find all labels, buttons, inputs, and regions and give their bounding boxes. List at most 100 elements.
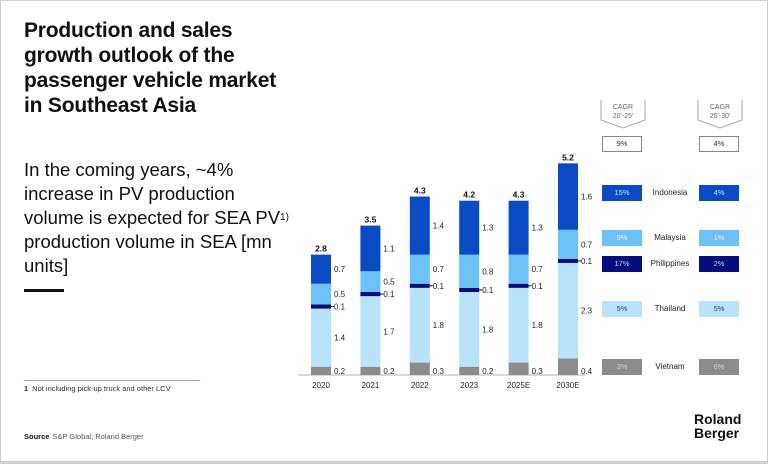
total-label: 2.8	[315, 244, 327, 254]
data-label: 0.4	[581, 367, 593, 376]
cagr-indonesia-20-25: 15%	[602, 185, 642, 201]
subtitle-text-2: production volume in SEA [mn units]	[24, 231, 272, 276]
total-label: 4.2	[463, 190, 475, 200]
x-tick-label: 2025E	[507, 381, 530, 390]
country-label: Vietnam	[655, 362, 685, 371]
bar-segment-philippines	[508, 283, 529, 288]
bar-segment-malaysia	[459, 254, 480, 288]
cagr-total: 4%	[699, 136, 739, 152]
data-label: 1.4	[334, 334, 346, 343]
bar-segment-thailand	[409, 287, 430, 363]
data-label: 1.6	[581, 193, 593, 202]
bar-segment-thailand	[558, 262, 578, 359]
data-label: 1.3	[482, 224, 494, 233]
cagr-thailand-20-25: 5%	[602, 301, 642, 317]
bar-segment-philippines	[409, 283, 430, 288]
data-label: 0.5	[334, 290, 346, 299]
bar-segment-vietnam	[459, 366, 480, 375]
data-label: 1.8	[532, 321, 544, 330]
bar-segment-thailand	[508, 287, 529, 363]
bar-segment-indonesia	[409, 196, 430, 255]
data-label: 1.3	[532, 224, 544, 233]
page-title: Production and sales growth outlook of t…	[24, 19, 277, 117]
data-label: 1.7	[383, 327, 395, 336]
data-label: 0.7	[532, 265, 544, 274]
bar-segment-malaysia	[409, 254, 430, 284]
bar-segment-indonesia	[558, 163, 578, 230]
data-label: 0.8	[482, 267, 494, 276]
bar-segment-malaysia	[311, 283, 331, 305]
x-tick-label: 2022	[411, 381, 429, 390]
data-label: 0.3	[433, 367, 445, 376]
footnote-divider	[24, 380, 200, 381]
cagr-header: CAGR 20'-25'	[600, 100, 646, 129]
data-label: 0.1	[433, 282, 445, 291]
data-label: 0.7	[581, 240, 593, 249]
total-label: 5.2	[562, 152, 574, 162]
bar-segment-indonesia	[508, 200, 529, 255]
data-label: 0.2	[482, 367, 494, 376]
data-label: 0.1	[334, 303, 346, 312]
cagr-total: 9%	[602, 136, 642, 152]
subtitle-text: In the coming years, ~4% increase in PV …	[24, 159, 281, 228]
bar-segment-malaysia	[360, 271, 381, 292]
data-label: 0.1	[532, 282, 544, 291]
footnote: 1 Not including pick-up truck and other L…	[24, 384, 171, 393]
bar-segment-vietnam	[409, 362, 430, 375]
cagr-vietnam-25-30: 6%	[699, 359, 739, 375]
data-label: 0.7	[433, 265, 445, 274]
data-label: 0.2	[334, 367, 346, 376]
data-label: 0.1	[383, 290, 395, 299]
bar-segment-malaysia	[508, 254, 529, 284]
roland-berger-logo: Roland Berger	[694, 411, 742, 441]
footnote-number: 1	[24, 384, 29, 393]
bar-segment-philippines	[459, 287, 480, 292]
data-label: 1.8	[482, 325, 494, 334]
data-label: 1.1	[383, 244, 395, 253]
bar-segment-vietnam	[360, 366, 381, 375]
cagr-philippines-25-30: 2%	[699, 256, 739, 272]
cagr-philippines-20-25: 17%	[602, 256, 642, 272]
source-label: Source	[24, 432, 50, 441]
total-label: 3.5	[364, 215, 376, 225]
data-label: 2.3	[581, 307, 593, 316]
cagr-header: CAGR 25'-30'	[697, 100, 743, 129]
cagr-malaysia-20-25: 9%	[602, 230, 642, 246]
country-label: Indonesia	[652, 188, 688, 197]
country-label: Thailand	[654, 304, 686, 313]
data-label: 0.5	[383, 278, 395, 287]
x-tick-label: 2023	[460, 381, 478, 390]
data-label: 1.8	[433, 321, 445, 330]
cagr-indonesia-25-30: 4%	[699, 185, 739, 201]
bar-segment-indonesia	[459, 200, 480, 255]
data-label: 0.3	[532, 367, 544, 376]
total-label: 4.3	[513, 190, 525, 200]
data-label: 1.4	[433, 222, 445, 231]
bar-segment-thailand	[360, 296, 381, 367]
x-tick-label: 2020	[312, 381, 330, 390]
subtitle: In the coming years, ~4% increase in PV …	[24, 158, 294, 278]
data-label: 0.1	[581, 257, 593, 266]
bar-segment-vietnam	[311, 366, 331, 375]
bar-segment-vietnam	[508, 362, 529, 375]
footnote-text: Not including pick-up truck and other LC…	[32, 384, 171, 393]
bar-segment-indonesia	[360, 225, 381, 272]
cagr-thailand-25-30: 5%	[699, 301, 739, 317]
cagr-malaysia-25-30: 1%	[699, 230, 739, 246]
x-tick-label: 2021	[362, 381, 380, 390]
cagr-vietnam-20-25: 3%	[602, 359, 642, 375]
data-label: 0.7	[334, 265, 346, 274]
data-label: 0.2	[383, 367, 395, 376]
bar-segment-malaysia	[558, 229, 578, 259]
source: Source S&P Global; Roland Berger	[24, 432, 144, 441]
bar-segment-philippines	[558, 258, 578, 263]
bar-segment-philippines	[360, 292, 381, 297]
bar-segment-thailand	[311, 308, 331, 367]
total-label: 4.3	[414, 186, 426, 196]
data-label: 0.1	[482, 286, 494, 295]
bar-segment-vietnam	[558, 358, 578, 375]
bar-segment-philippines	[311, 304, 331, 309]
divider	[24, 289, 64, 292]
footnote-marker: 1)	[280, 212, 289, 223]
